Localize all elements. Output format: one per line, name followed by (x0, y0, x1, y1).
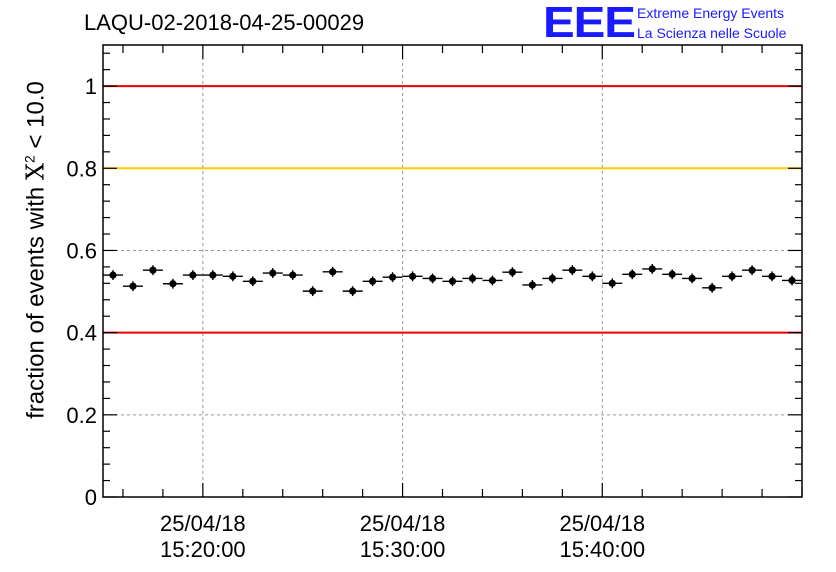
data-point (528, 281, 536, 289)
data-point (508, 268, 517, 276)
logo-line-2: La Scienza nelle Scuole (637, 25, 787, 41)
y-axis-label-prefix: fraction of events with (22, 180, 50, 419)
tick-labels: 00.20.40.60.8125/04/1815:20:0025/04/1815… (66, 74, 645, 562)
reference-lines (103, 85, 802, 334)
data-point (788, 276, 796, 285)
data-point (468, 274, 477, 282)
data-point (628, 270, 636, 278)
data-point (648, 265, 656, 273)
data-point (189, 271, 197, 279)
y-tick-label: 0.6 (66, 238, 97, 263)
data-point (768, 272, 776, 280)
data-point (568, 266, 576, 274)
data-point (129, 282, 137, 290)
data-point (748, 266, 756, 274)
data-point (668, 270, 676, 278)
data-point (269, 269, 277, 277)
data-point (608, 279, 616, 287)
y-axis-label-suffix: < 10.0 (22, 81, 50, 156)
data-point (209, 271, 217, 279)
data-point (588, 272, 596, 280)
data-point (428, 274, 437, 282)
y-tick-label: 0.4 (66, 321, 97, 346)
y-axis-label-sup: 2 (21, 155, 38, 163)
y-tick-label: 1 (85, 74, 97, 99)
data-point (388, 273, 397, 281)
data-point (329, 268, 337, 276)
x-tick-label-time: 15:30:00 (360, 537, 446, 562)
x-tick-label-date: 25/04/18 (160, 511, 246, 536)
data-point (229, 272, 237, 280)
data-point (169, 280, 177, 288)
x-tick-label-time: 15:40:00 (559, 537, 645, 562)
data-point (369, 277, 377, 285)
data-points (103, 264, 802, 297)
y-tick-label: 0.8 (66, 156, 97, 181)
data-point (708, 284, 716, 292)
y-tick-label: 0 (85, 485, 97, 510)
data-point (149, 266, 157, 274)
y-tick-label: 0.2 (66, 403, 97, 428)
x-tick-label-time: 15:20:00 (160, 537, 246, 562)
x-tick-label-date: 25/04/18 (559, 511, 645, 536)
data-point (688, 274, 696, 282)
y-axis-label: fraction of events with X2 < 10.0 (22, 81, 51, 419)
chi-symbol: X (21, 162, 50, 181)
data-point (728, 272, 736, 280)
chart-title: LAQU-02-2018-04-25-00029 (84, 10, 365, 35)
data-point (408, 272, 417, 280)
data-point (109, 271, 117, 279)
data-point (309, 287, 317, 295)
data-point (548, 274, 556, 282)
data-point (249, 277, 257, 285)
plot-frame (102, 44, 803, 498)
logo-line-1: Extreme Energy Events (637, 5, 785, 21)
data-point (289, 271, 297, 279)
data-point (448, 277, 457, 285)
axis-ticks (103, 45, 803, 498)
x-tick-label-date: 25/04/18 (360, 511, 446, 536)
grid-layer (103, 45, 802, 497)
data-point (488, 276, 497, 285)
data-point (349, 287, 357, 295)
eee-logo: EEE (543, 0, 636, 47)
